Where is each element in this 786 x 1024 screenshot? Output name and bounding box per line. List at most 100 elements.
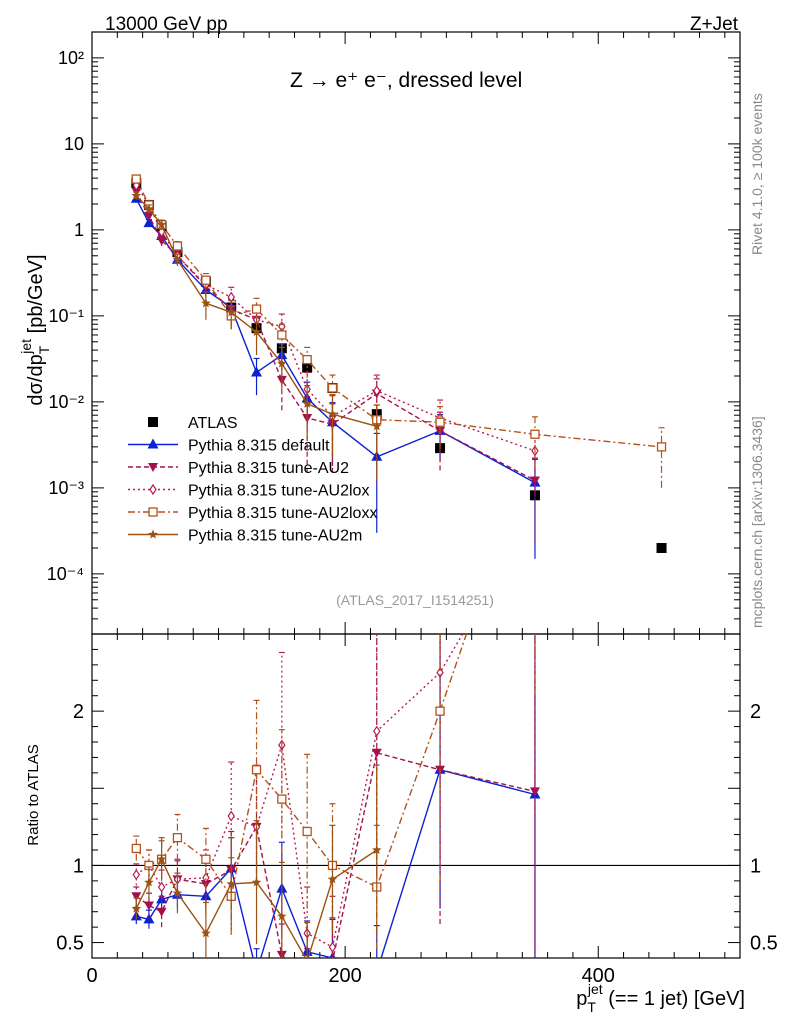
- xtick-label: 0: [86, 965, 97, 987]
- legend-entry-au2loxx: Pythia 8.315 tune-AU2loxx: [128, 505, 377, 522]
- main-point-au2loxx: [277, 330, 287, 340]
- main-point-au2m: [172, 254, 183, 264]
- ratio-ytick-label: 1: [73, 855, 84, 877]
- main-point-au2loxx: [201, 275, 211, 285]
- ratio-point-au2: [143, 901, 154, 911]
- main-point-au2m: [201, 298, 211, 308]
- ratio-point-au2m: [372, 845, 382, 854]
- main-point-au2loxx: [327, 383, 338, 393]
- legend-label: Pythia 8.315 tune-AU2m: [188, 528, 362, 545]
- ratio-panel: 0.5 0.5 1 1 2 2 0 200 400: [56, 633, 778, 987]
- main-point-au2loxx: [435, 417, 445, 427]
- legend-label: Pythia 8.315 tune-AU2: [188, 460, 349, 477]
- main-point-au2m: [226, 307, 236, 317]
- main-point-atlas: [656, 543, 667, 553]
- legend-entry-default: Pythia 8.315 default: [128, 438, 330, 455]
- ratio-ytick-label: 0.5: [56, 933, 84, 955]
- main-ytick-label: 10⁻⁴: [47, 564, 84, 584]
- legend-entry-au2lox: Pythia 8.315 tune-AU2lox: [128, 483, 369, 500]
- xlabel: pTjet (== 1 jet) [GeV]: [576, 981, 745, 1015]
- mcplots-credit-label: mcplots.cern.ch [arXiv:1306.3436]: [749, 416, 765, 628]
- ratio-ytick-label-right: 1: [750, 855, 761, 877]
- ratio-point-au2m: [144, 877, 154, 887]
- main-line-au2lox: [135, 184, 536, 452]
- ratio-point-au2loxx: [302, 826, 312, 837]
- main-series-default: [130, 192, 541, 559]
- legend-marker: [148, 417, 158, 427]
- main-ytick-label: 10: [64, 134, 84, 154]
- main-ytick-label: 10⁻³: [48, 478, 84, 498]
- main-series-au2m: [131, 190, 382, 482]
- ratio-point-au2m: [277, 911, 287, 921]
- ratio-ytick-label-right: 2: [750, 701, 761, 723]
- ratio-point-default: [143, 913, 155, 924]
- main-point-default: [143, 217, 155, 228]
- ratio-series-au2m: [131, 764, 382, 958]
- legend-marker: [147, 438, 159, 449]
- main-panel: 10² 10 1 10⁻¹ 10⁻² 10⁻³ 10⁻⁴: [47, 31, 741, 635]
- main-line-au2loxx: [135, 178, 662, 448]
- main-point-au2lox: [373, 385, 381, 397]
- beam-label: 13000 GeV pp: [105, 14, 228, 35]
- main-point-au2m: [302, 398, 312, 408]
- ratio-line-au2loxx: [135, 634, 468, 899]
- main-plot-area: [130, 174, 667, 559]
- legend: ATLAS Pythia 8.315 default Pythia 8.315 tu…: [128, 415, 377, 545]
- main-point-default: [251, 366, 263, 377]
- ratio-point-au2: [131, 892, 142, 902]
- main-point-au2: [143, 212, 154, 222]
- ratio-series-au2: [131, 634, 540, 958]
- ratio-point-au2lox: [157, 881, 166, 893]
- main-ytick-label: 10⁻²: [48, 392, 84, 412]
- legend-entry-au2: Pythia 8.315 tune-AU2: [128, 460, 349, 477]
- analysis-tag: (ATLAS_2017_I1514251): [336, 592, 494, 608]
- channel-label: Z → e⁺ e⁻, dressed level: [290, 69, 522, 92]
- main-point-au2loxx: [172, 241, 183, 251]
- xtick-label: 200: [328, 965, 361, 987]
- main-point-au2m: [156, 219, 167, 229]
- main-point-au2m: [327, 409, 338, 419]
- ratio-point-au2lox: [328, 941, 337, 953]
- ratio-point-au2m: [327, 874, 338, 884]
- ratio-point-au2m: [156, 854, 167, 864]
- ratio-series-default: [130, 634, 541, 958]
- ratio-point-au2m: [172, 888, 183, 898]
- legend-label: ATLAS: [188, 415, 238, 432]
- ratio-ytick-label: 2: [73, 701, 84, 723]
- ratio-point-au2lox: [373, 725, 381, 737]
- main-point-au2m: [131, 190, 142, 200]
- ratio-point-au2lox: [202, 872, 210, 884]
- ratio-plot-area: [130, 634, 541, 958]
- legend-entry-atlas: ATLAS: [148, 415, 238, 432]
- ratio-series-au2lox: [132, 634, 536, 958]
- main-point-au2loxx: [131, 174, 141, 184]
- ratio-point-au2loxx: [277, 794, 287, 804]
- ratio-ytick-label-right: 0.5: [750, 933, 778, 955]
- legend-marker: [149, 483, 157, 496]
- main-ytick-label: 10⁻¹: [48, 306, 84, 326]
- main-point-au2m: [372, 421, 382, 431]
- legend-label: Pythia 8.315 default: [188, 438, 330, 455]
- ratio-point-au2lox: [436, 666, 444, 679]
- legend-marker: [148, 507, 158, 517]
- main-ytick-label: 1: [74, 220, 84, 240]
- ratio-point-au2: [156, 907, 167, 917]
- ratio-point-au2m: [201, 928, 211, 938]
- ratio-frame: [91, 633, 741, 959]
- main-ylabel: dσ/dpTjet [pb/GeV]: [18, 254, 52, 405]
- ratio-line-default: [136, 768, 536, 958]
- main-ytick-label: 10²: [58, 48, 84, 68]
- main-point-au2m: [144, 204, 154, 213]
- main-point-au2loxx: [302, 354, 312, 365]
- ratio-point-au2m: [131, 903, 142, 913]
- ratio-point-au2: [529, 787, 540, 797]
- ratio-point-au2lox: [227, 810, 235, 822]
- main-point-au2loxx: [656, 442, 667, 452]
- ratio-point-au2loxx: [251, 765, 262, 775]
- rivet-version-label: Rivet 4.1.0, ≥ 100k events: [749, 93, 765, 255]
- xtick-label: 400: [582, 965, 615, 987]
- legend-label: Pythia 8.315 tune-AU2loxx: [188, 505, 377, 522]
- main-point-au2m: [277, 358, 287, 368]
- legend-marker: [148, 529, 158, 539]
